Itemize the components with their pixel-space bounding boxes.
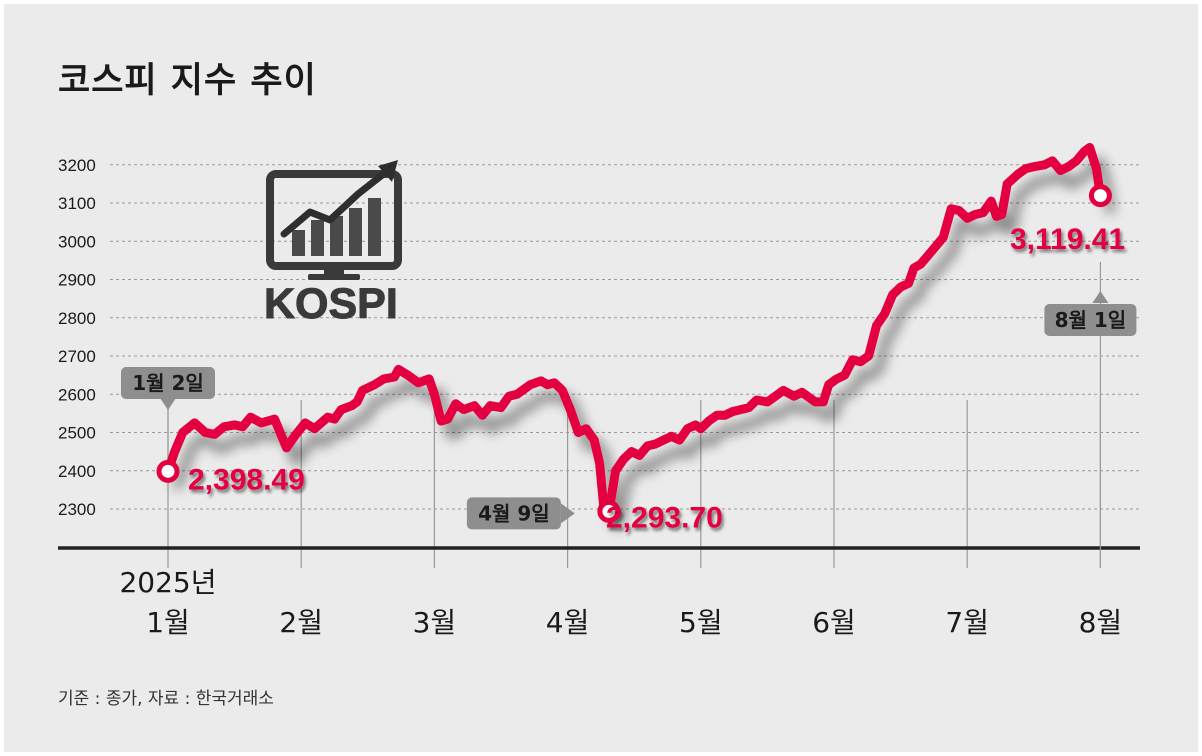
y-tick-label: 2300 <box>58 500 96 519</box>
y-tick-label: 2600 <box>58 385 96 404</box>
callout-aug1: 8월 1일 <box>1044 291 1137 336</box>
x-tick-label: 3월 <box>413 606 457 639</box>
callout-label: 8월 1일 <box>1055 308 1127 332</box>
y-tick-label: 2700 <box>58 347 96 366</box>
low-value-label: 2,293.70 <box>606 501 723 534</box>
x-tick-label: 6월 <box>812 606 856 639</box>
callouts: 1월 2일 4월 9일 8월 1일 <box>121 262 1137 568</box>
chart-title: 코스피 지수 추이 <box>58 61 317 101</box>
callout-label: 1월 2일 <box>132 371 204 395</box>
low-marker <box>597 499 621 523</box>
y-tick-label: 3100 <box>58 194 96 213</box>
end-marker <box>1088 184 1112 208</box>
callout-pointer <box>1092 291 1109 303</box>
x-tick-label: 1월 <box>146 606 190 639</box>
bar-chart-icon <box>292 198 381 256</box>
x-tick-label: 7월 <box>945 606 989 639</box>
callout-pointer <box>560 503 575 524</box>
callout-box <box>466 497 561 530</box>
end-value-label: 3,119.41 <box>1010 223 1125 256</box>
trend-arrow-icon <box>280 168 390 238</box>
y-tick-label: 2900 <box>58 271 96 290</box>
y-tick-label: 2500 <box>58 424 96 443</box>
callout-apr9: 4월 9일 <box>466 497 575 530</box>
callout-label: 4월 9일 <box>478 501 550 525</box>
kospi-logo-text: KOSPI <box>264 280 398 328</box>
x-tick-label: 8월 <box>1079 606 1123 639</box>
start-marker <box>156 459 180 483</box>
x-tick-label: 4월 <box>546 606 590 639</box>
callout-jan2: 1월 2일 <box>121 367 215 410</box>
kospi-logo: KOSPI <box>264 160 402 329</box>
callout-box <box>1044 304 1137 336</box>
kospi-series-line <box>163 143 1105 516</box>
y-tick-label: 3200 <box>58 156 96 175</box>
x-year-label: 2025년 <box>119 566 216 599</box>
callout-pointer <box>160 398 176 410</box>
source-note: 기준 : 종가, 자료 : 한국거래소 <box>58 689 274 709</box>
x-axis: 1월 2월 3월 4월 5월 6월 7월 8월 2025년 <box>58 546 1140 639</box>
callout-box <box>121 367 215 399</box>
y-tick-label: 3000 <box>58 232 96 251</box>
start-value-label: 2,398.49 <box>188 463 305 496</box>
markers: 2,398.49 2,293.70 3,119.41 <box>156 184 1125 534</box>
y-tick-label: 2800 <box>58 309 96 328</box>
x-tick-label: 5월 <box>679 606 723 639</box>
y-tick-label: 2400 <box>58 462 96 481</box>
y-axis: 2300 2400 2500 2600 2700 2800 2900 3000 3100 3200 <box>58 156 96 519</box>
x-tick-label: 2월 <box>279 606 323 639</box>
